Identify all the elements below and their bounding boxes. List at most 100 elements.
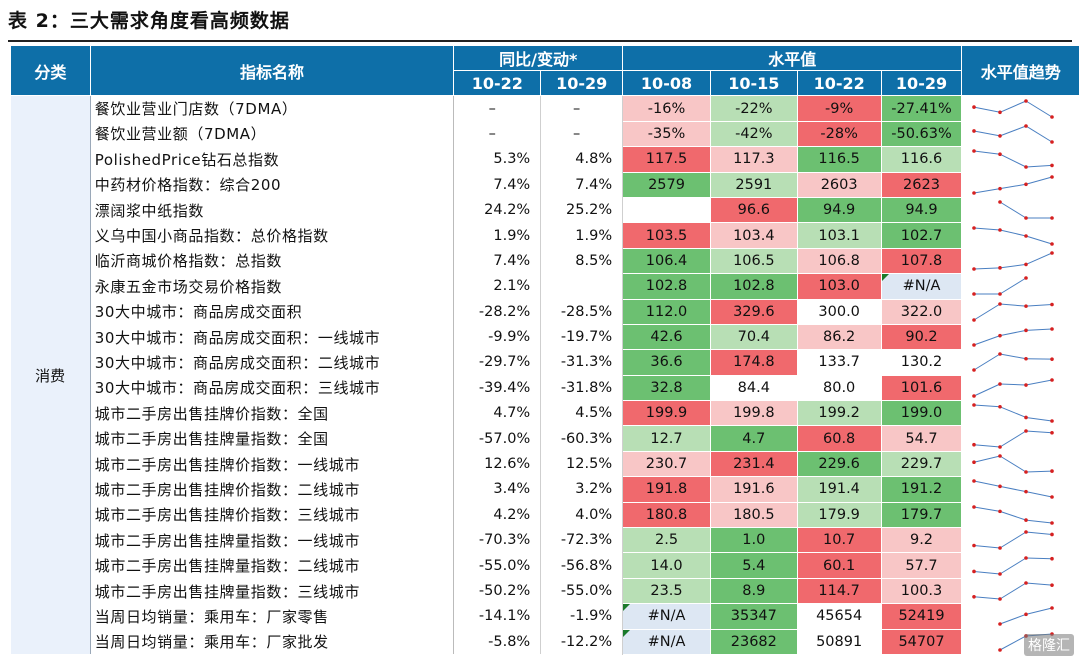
header-level-group: 水平值 [622,44,963,72]
sparkline-segment [1000,277,1027,295]
trend-sparkline [962,401,1080,426]
level-value: 42.6 [622,324,711,351]
level-value: 102.7 [881,222,963,249]
sparkline-segment [974,545,1001,549]
yoy-value: 1.9% [453,222,542,249]
trend-sparkline [962,274,1080,299]
yoy-value: -19.7% [540,324,624,350]
sparkline-point [1024,328,1029,333]
sparkline-point [998,597,1003,601]
indicator-name: 义乌中国小商品指数：总价格指数 [90,222,455,249]
level-value: 103.0 [797,273,882,300]
header-yoy-group: 同比/变动* [453,44,624,72]
sparkline-svg [972,149,1055,170]
level-value: #N/A [622,603,711,630]
high-frequency-data-table: 分类 指标名称 同比/变动* 水平值 水平值趋势 10-22 10-29 10-… [10,44,1080,655]
level-value: -42% [710,121,798,148]
sparkline-point [1024,530,1029,535]
level-value: 102.8 [622,273,711,300]
sparkline-point [1050,583,1055,587]
level-value: 32.8 [622,375,711,402]
sparkline-point [972,403,977,408]
header-level-date: 10-29 [880,70,963,97]
sparkline-point [998,352,1003,357]
sparkline-point [998,186,1003,191]
yoy-value: -72.3% [540,527,624,553]
sparkline-point [1050,606,1055,611]
yoy-value: -55.0% [453,552,542,579]
indicator-name: 城市二手房出售挂牌量指数：一线城市 [90,527,455,553]
sparkline-segment [1000,303,1027,307]
sparkline-point [1050,115,1055,119]
level-value: 23682 [710,629,798,655]
sparkline-point [972,594,977,599]
level-value: 94.9 [881,197,963,224]
sparkline-segment [974,383,1001,397]
yoy-value: -31.3% [540,349,624,376]
trend-sparkline [962,223,1080,248]
sparkline-svg [972,530,1055,551]
yoy-value: 3.4% [453,476,542,503]
sparkline-point [972,569,977,573]
header-yoy-date: 10-29 [540,70,624,97]
level-value: 96.6 [710,197,798,224]
yoy-value: 4.8% [540,146,624,173]
sparkline-point [1024,165,1029,170]
sparkline-svg [972,479,1055,500]
trend-sparkline [962,324,1080,349]
header-level-date: 10-22 [796,70,882,97]
sparkline-point [1024,233,1029,238]
table-row: 城市二手房出售挂牌量指数：全国 -57.0% -60.3% 12.7 4.7 60.8 54… [11,425,1080,452]
level-value: -22% [710,95,798,122]
yoy-value: – [453,121,542,147]
level-value: 179.7 [881,502,963,529]
level-value: 191.2 [881,476,963,503]
trend-sparkline [962,197,1080,222]
sparkline-svg [972,251,1055,271]
yoy-value: -5.8% [453,629,542,655]
sparkline-point [1050,469,1055,473]
sparkline-segment [1000,229,1027,237]
sparkline-svg [972,505,1055,525]
yoy-value: -60.3% [540,425,624,452]
sparkline-point [1050,521,1055,525]
yoy-value: 7.4% [453,172,542,198]
sparkline-segment [1026,252,1053,265]
level-value: 231.4 [710,451,798,478]
sparkline-point [998,227,1003,232]
indicator-name: PolishedPrice钻石总指数 [90,146,455,173]
sparkline-point [1050,532,1055,537]
sparkline-segment [974,354,1001,371]
level-value: #N/A [622,629,711,655]
sparkline-point [972,190,977,195]
yoy-value: 25.2% [540,197,624,223]
sparkline-segment [1026,582,1053,586]
level-value: 54707 [881,629,963,655]
sparkline-point [1050,216,1055,220]
sparkline-point [972,149,977,154]
sparkline-segment [1000,510,1027,521]
sparkline-point [1024,304,1029,308]
trend-sparkline [962,604,1080,629]
level-value: 9.2 [881,527,963,554]
sparkline-svg [972,428,1055,449]
yoy-value: 24.2% [453,197,542,223]
sparkline-point [1024,262,1029,267]
sparkline-segment [1000,263,1027,269]
sparkline-segment [1026,519,1053,524]
sparkline-point [972,292,977,297]
sparkline-segment [1026,235,1053,245]
yoy-value: -57.0% [453,425,542,452]
header-category: 分类 [10,44,91,97]
sparkline-point [998,622,1003,627]
sparkline-svg [998,200,1055,220]
sparkline-segment [1026,491,1053,498]
yoy-value: -28.5% [540,299,624,325]
level-value: 103.4 [710,222,798,249]
level-value: 90.2 [881,324,963,351]
sparkline-point [972,129,977,133]
sparkline-point [998,444,1003,449]
sparkline-point [998,292,1003,297]
indicator-name: 30大中城市：商品房成交面积：三线城市 [90,375,455,401]
level-value: 191.8 [622,476,711,503]
